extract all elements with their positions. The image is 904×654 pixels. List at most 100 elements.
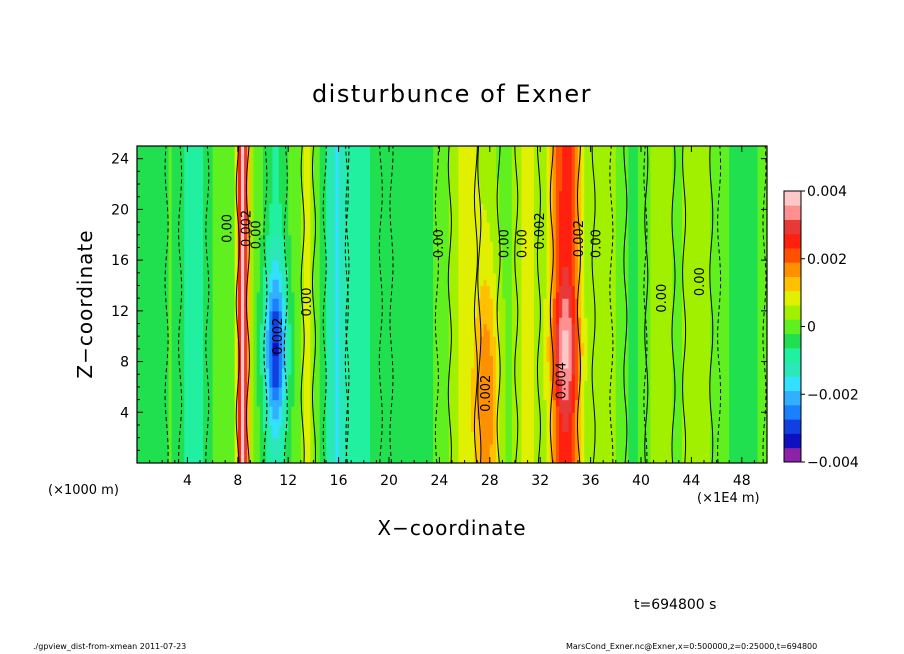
heat-cell bbox=[225, 266, 229, 274]
heat-cell bbox=[155, 437, 160, 445]
heat-cell bbox=[137, 215, 141, 223]
heat-cell bbox=[348, 266, 352, 274]
heat-cell bbox=[291, 393, 296, 401]
heat-cell bbox=[335, 355, 340, 363]
heat-cell bbox=[177, 279, 182, 287]
heat-cell bbox=[278, 152, 283, 160]
heat-cell bbox=[234, 215, 239, 223]
heat-cell bbox=[174, 234, 179, 242]
heat-cell bbox=[231, 450, 236, 458]
heat-cell bbox=[209, 380, 214, 388]
heat-cell bbox=[168, 431, 173, 439]
heat-cell bbox=[278, 342, 283, 350]
heat-cell bbox=[338, 380, 343, 388]
heat-cell bbox=[209, 247, 214, 255]
heat-cell bbox=[203, 234, 207, 242]
heat-cell bbox=[344, 171, 349, 179]
heat-cell bbox=[140, 386, 144, 394]
heat-cell bbox=[155, 184, 160, 191]
heat-cell bbox=[212, 196, 217, 204]
heat-cell bbox=[193, 431, 198, 439]
heat-cell bbox=[209, 342, 214, 350]
heat-cell bbox=[200, 329, 204, 337]
heat-cell bbox=[159, 418, 163, 426]
heat-cell bbox=[329, 374, 333, 382]
heat-cell bbox=[218, 253, 223, 261]
heat-cell bbox=[303, 298, 308, 306]
heat-cell bbox=[187, 203, 192, 210]
heat-cell bbox=[225, 158, 229, 166]
heat-cell bbox=[225, 171, 229, 179]
heat-cell bbox=[329, 152, 333, 160]
heat-cell bbox=[316, 456, 321, 463]
heat-cell bbox=[149, 184, 154, 191]
heat-cell bbox=[278, 171, 283, 179]
heat-cell bbox=[266, 456, 270, 463]
heat-cell bbox=[348, 196, 352, 204]
heat-cell bbox=[187, 317, 192, 325]
heat-cell bbox=[159, 374, 163, 382]
heat-cell bbox=[140, 399, 144, 407]
heat-cell bbox=[228, 234, 233, 242]
heat-cell bbox=[168, 247, 173, 255]
heat-cell bbox=[332, 171, 337, 179]
heat-cell bbox=[215, 203, 220, 210]
heat-cell bbox=[137, 184, 141, 191]
heat-cell bbox=[190, 209, 195, 217]
heat-cell bbox=[253, 323, 258, 331]
heat-cell bbox=[228, 342, 233, 350]
heat-cell bbox=[269, 361, 274, 369]
heat-cell bbox=[177, 146, 182, 153]
heat-cell bbox=[206, 146, 211, 153]
heat-cell bbox=[281, 386, 286, 394]
heat-cell bbox=[329, 336, 333, 344]
heat-cell bbox=[222, 418, 226, 426]
heat-cell bbox=[193, 323, 198, 331]
heat-cell bbox=[181, 291, 185, 299]
heat-cell bbox=[159, 450, 163, 458]
heat-cell bbox=[215, 386, 220, 394]
heat-cell bbox=[215, 329, 220, 337]
heat-cell bbox=[294, 405, 299, 413]
heat-cell bbox=[341, 291, 346, 299]
heat-cell bbox=[240, 412, 245, 420]
heat-cell bbox=[281, 298, 286, 306]
heat-cell bbox=[303, 241, 308, 249]
heat-cell bbox=[222, 431, 226, 439]
heat-cell bbox=[181, 317, 185, 325]
heat-cell bbox=[193, 196, 198, 204]
heat-cell bbox=[184, 298, 188, 306]
heat-cell bbox=[322, 399, 327, 407]
heat-cell bbox=[244, 209, 248, 217]
heat-cell bbox=[278, 323, 283, 331]
heat-cell bbox=[209, 171, 214, 179]
heat-cell bbox=[196, 374, 201, 382]
heat-cell bbox=[313, 424, 318, 432]
heat-cell bbox=[174, 405, 179, 413]
heat-cell bbox=[313, 386, 318, 394]
heat-cell bbox=[348, 203, 352, 210]
heat-cell bbox=[329, 310, 333, 318]
heat-cell bbox=[168, 317, 173, 325]
heat-cell bbox=[335, 152, 340, 160]
heat-cell bbox=[162, 152, 166, 160]
heat-cell bbox=[184, 380, 188, 388]
heat-cell bbox=[181, 228, 185, 236]
heat-cell bbox=[140, 393, 144, 401]
heat-cell bbox=[171, 291, 176, 299]
heat-cell bbox=[247, 393, 251, 401]
heat-cell bbox=[174, 209, 179, 217]
heat-cell bbox=[256, 405, 261, 413]
heat-cell bbox=[218, 279, 223, 287]
heat-cell bbox=[203, 260, 207, 268]
heat-cell bbox=[162, 272, 166, 280]
heat-cell bbox=[322, 222, 327, 230]
heat-cell bbox=[294, 437, 299, 445]
heat-cell bbox=[256, 317, 261, 325]
heat-cell bbox=[177, 443, 182, 451]
heat-cell bbox=[215, 380, 220, 388]
heat-cell bbox=[152, 260, 157, 268]
heat-cell bbox=[215, 165, 220, 172]
heat-cell bbox=[231, 336, 236, 344]
heat-cell bbox=[263, 234, 267, 242]
